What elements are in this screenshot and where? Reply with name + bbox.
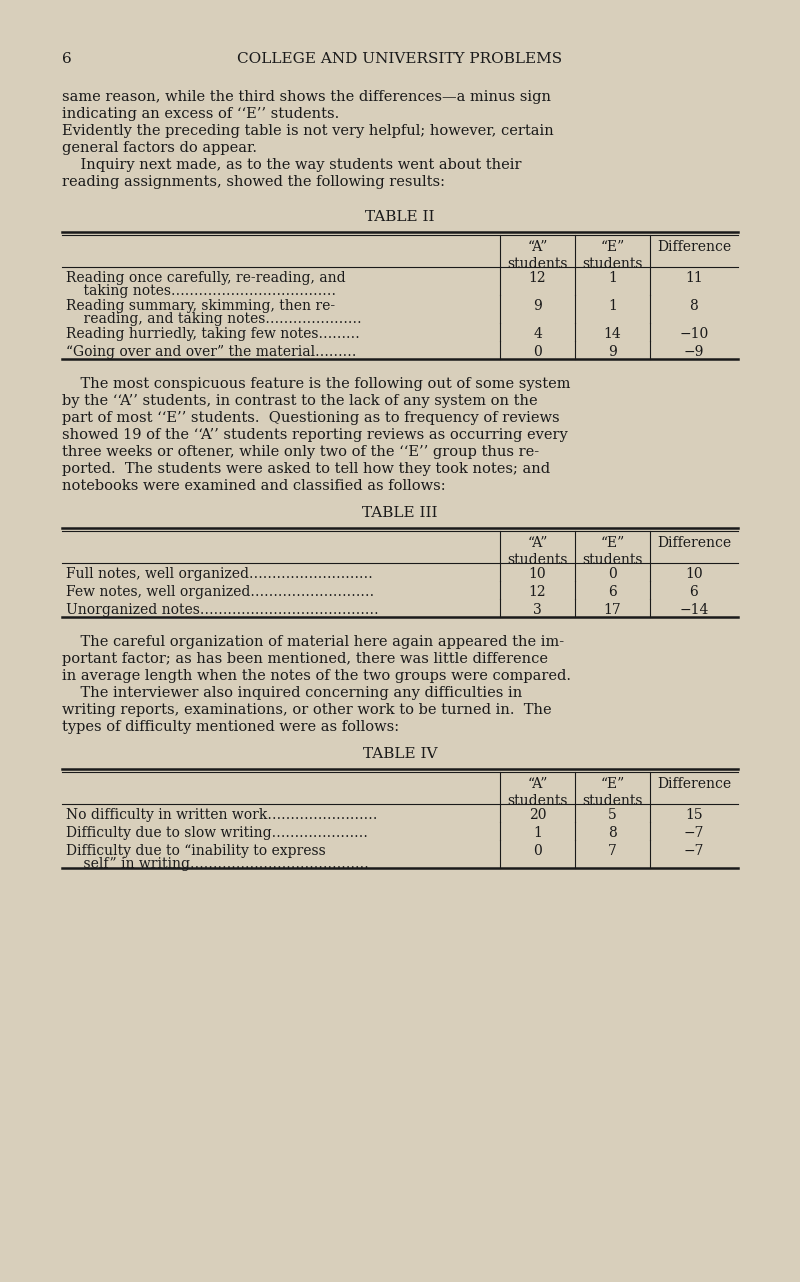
Text: Reading hurriedly, taking few notes………: Reading hurriedly, taking few notes……… — [66, 327, 360, 341]
Text: 10: 10 — [529, 567, 546, 581]
Text: −9: −9 — [684, 345, 704, 359]
Text: Difference: Difference — [657, 536, 731, 550]
Text: “A”
students: “A” students — [507, 777, 568, 808]
Text: The careful organization of material here again appeared the im-: The careful organization of material her… — [62, 635, 564, 649]
Text: Difficulty due to slow writing…………………: Difficulty due to slow writing………………… — [66, 826, 368, 840]
Text: 4: 4 — [533, 327, 542, 341]
Text: in average length when the notes of the two groups were compared.: in average length when the notes of the … — [62, 669, 571, 683]
Text: Full notes, well organized………………………: Full notes, well organized……………………… — [66, 567, 373, 581]
Text: Inquiry next made, as to the way students went about their: Inquiry next made, as to the way student… — [62, 158, 522, 172]
Text: by the ‘‘A’’ students, in contrast to the lack of any system on the: by the ‘‘A’’ students, in contrast to th… — [62, 394, 538, 408]
Text: ported.  The students were asked to tell how they took notes; and: ported. The students were asked to tell … — [62, 462, 550, 476]
Text: 0: 0 — [533, 844, 542, 858]
Text: −7: −7 — [684, 826, 704, 840]
Text: 1: 1 — [608, 271, 617, 285]
Text: −10: −10 — [679, 327, 709, 341]
Text: 14: 14 — [604, 327, 622, 341]
Text: types of difficulty mentioned were as follows:: types of difficulty mentioned were as fo… — [62, 720, 399, 735]
Text: Reading summary, skimming, then re-: Reading summary, skimming, then re- — [66, 299, 335, 313]
Text: Difficulty due to “inability to express: Difficulty due to “inability to express — [66, 844, 326, 858]
Text: 3: 3 — [533, 603, 542, 617]
Text: 1: 1 — [608, 299, 617, 313]
Text: “E”
students: “E” students — [582, 777, 642, 808]
Text: TABLE IV: TABLE IV — [362, 747, 438, 762]
Text: Evidently the preceding table is not very helpful; however, certain: Evidently the preceding table is not ver… — [62, 124, 554, 138]
Text: The most conspicuous feature is the following out of some system: The most conspicuous feature is the foll… — [62, 377, 570, 391]
Text: reading, and taking notes…………………: reading, and taking notes………………… — [66, 312, 362, 326]
Text: indicating an excess of ‘‘E’’ students.: indicating an excess of ‘‘E’’ students. — [62, 106, 339, 121]
Text: taking notes………………………………: taking notes……………………………… — [66, 285, 336, 297]
Text: Unorganized notes…………………………………: Unorganized notes………………………………… — [66, 603, 378, 617]
Text: 0: 0 — [608, 567, 617, 581]
Text: notebooks were examined and classified as follows:: notebooks were examined and classified a… — [62, 479, 446, 494]
Text: 6: 6 — [62, 53, 72, 65]
Text: 7: 7 — [608, 844, 617, 858]
Text: portant factor; as has been mentioned, there was little difference: portant factor; as has been mentioned, t… — [62, 653, 548, 667]
Text: 8: 8 — [608, 826, 617, 840]
Text: The interviewer also inquired concerning any difficulties in: The interviewer also inquired concerning… — [62, 686, 522, 700]
Text: “E”
students: “E” students — [582, 536, 642, 568]
Text: 5: 5 — [608, 808, 617, 822]
Text: 12: 12 — [529, 585, 546, 599]
Text: Few notes, well organized………………………: Few notes, well organized……………………… — [66, 585, 374, 599]
Text: 9: 9 — [533, 299, 542, 313]
Text: No difficulty in written work……………………: No difficulty in written work…………………… — [66, 808, 378, 822]
Text: 10: 10 — [685, 567, 703, 581]
Text: 1: 1 — [533, 826, 542, 840]
Text: Difference: Difference — [657, 240, 731, 254]
Text: TABLE II: TABLE II — [366, 210, 434, 224]
Text: 15: 15 — [685, 808, 703, 822]
Text: 9: 9 — [608, 345, 617, 359]
Text: Difference: Difference — [657, 777, 731, 791]
Text: 12: 12 — [529, 271, 546, 285]
Text: 6: 6 — [690, 585, 698, 599]
Text: 11: 11 — [685, 271, 703, 285]
Text: “Going over and over” the material………: “Going over and over” the material……… — [66, 345, 356, 359]
Text: −7: −7 — [684, 844, 704, 858]
Text: reading assignments, showed the following results:: reading assignments, showed the followin… — [62, 176, 445, 188]
Text: 8: 8 — [690, 299, 698, 313]
Text: writing reports, examinations, or other work to be turned in.  The: writing reports, examinations, or other … — [62, 703, 552, 717]
Text: 6: 6 — [608, 585, 617, 599]
Text: Reading once carefully, re-reading, and: Reading once carefully, re-reading, and — [66, 271, 346, 285]
Text: same reason, while the third shows the differences—a minus sign: same reason, while the third shows the d… — [62, 90, 551, 104]
Text: part of most ‘‘E’’ students.  Questioning as to frequency of reviews: part of most ‘‘E’’ students. Questioning… — [62, 412, 560, 426]
Text: self” in writing…………………………………: self” in writing………………………………… — [66, 856, 369, 870]
Text: 20: 20 — [529, 808, 546, 822]
Text: COLLEGE AND UNIVERSITY PROBLEMS: COLLEGE AND UNIVERSITY PROBLEMS — [238, 53, 562, 65]
Text: 0: 0 — [533, 345, 542, 359]
Text: “A”
students: “A” students — [507, 240, 568, 272]
Text: “E”
students: “E” students — [582, 240, 642, 272]
Text: general factors do appear.: general factors do appear. — [62, 141, 257, 155]
Text: TABLE III: TABLE III — [362, 506, 438, 520]
Text: 17: 17 — [604, 603, 622, 617]
Text: “A”
students: “A” students — [507, 536, 568, 568]
Text: −14: −14 — [679, 603, 709, 617]
Text: showed 19 of the ‘‘A’’ students reporting reviews as occurring every: showed 19 of the ‘‘A’’ students reportin… — [62, 428, 568, 442]
Text: three weeks or oftener, while only two of the ‘‘E’’ group thus re-: three weeks or oftener, while only two o… — [62, 445, 539, 459]
